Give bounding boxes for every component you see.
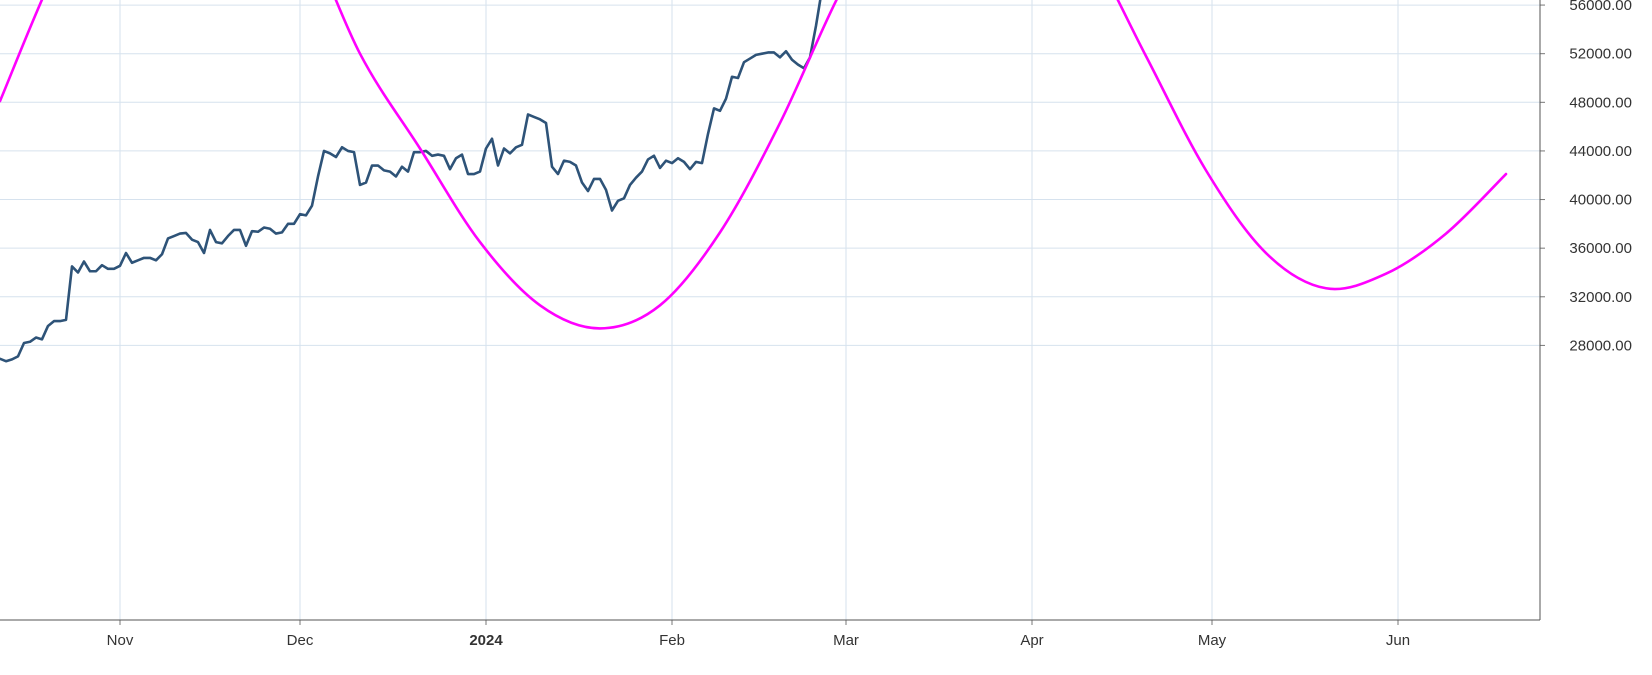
y-tick-label: 48000.00 [1569,94,1632,111]
axis-layer: 28000.00 32000.00 36000.00 40000.00 44000.00… [0,0,1632,649]
series-layer [0,0,1508,363]
x-tick-label: Jun [1386,632,1410,649]
x-tick-label: May [1198,632,1227,649]
x-tick-label: Nov [107,632,134,649]
x-tick-label: Feb [659,632,685,649]
y-tick-label: 56000.00 [1569,0,1632,14]
y-tick-label: 28000.00 [1569,337,1632,354]
x-tick-label: Mar [833,632,859,649]
y-tick-label: 36000.00 [1569,240,1632,257]
x-tick-label: 2024 [469,632,503,649]
grid-layer [0,0,1540,620]
cycle-curve-line [0,0,1508,330]
x-tick-label: Apr [1020,632,1043,649]
y-tick-label: 32000.00 [1569,289,1632,306]
y-tick-label: 52000.00 [1569,46,1632,63]
y-tick-label: 44000.00 [1569,143,1632,160]
x-tick-label: Dec [287,632,314,649]
y-tick-label: 40000.00 [1569,192,1632,209]
